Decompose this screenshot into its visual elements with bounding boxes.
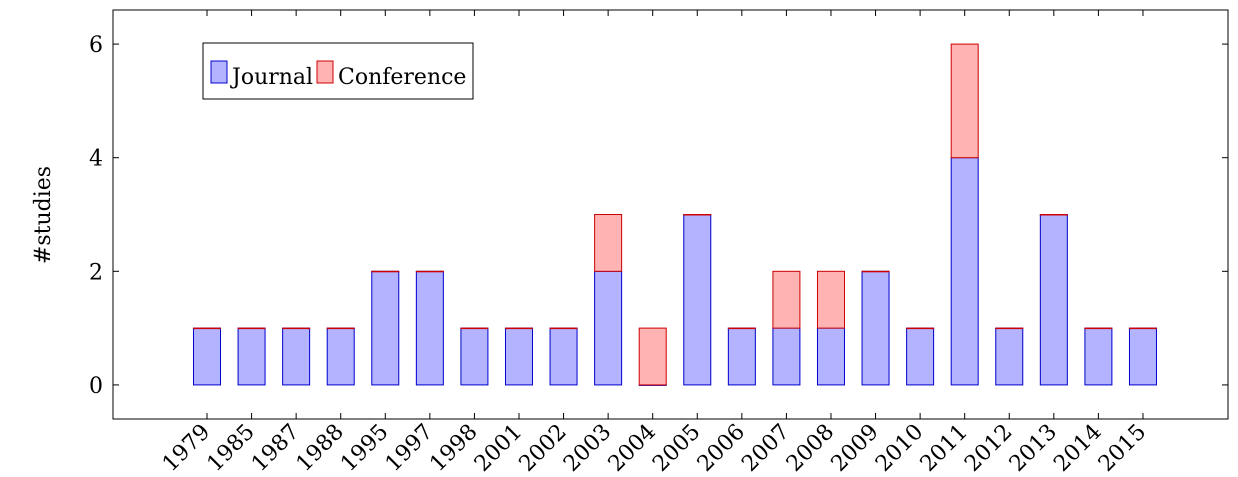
x-tick-label: 1987 bbox=[247, 420, 304, 477]
bar-conference-2001 bbox=[504, 327, 533, 330]
bar-journal-2012 bbox=[995, 327, 1024, 386]
bar-journal-2006 bbox=[727, 327, 756, 386]
y-tick-label: 6 bbox=[89, 33, 103, 58]
bar-journal-2005 bbox=[683, 214, 712, 386]
bar-journal-2013 bbox=[1039, 214, 1068, 386]
legend-label-conference: Conference bbox=[338, 65, 466, 90]
bar-conference-1988 bbox=[326, 327, 355, 330]
bar-conference-2008 bbox=[816, 270, 845, 329]
x-tick-label: 2002 bbox=[515, 420, 572, 477]
bar-journal-2011 bbox=[950, 157, 979, 386]
x-tick-label: 2011 bbox=[916, 420, 973, 477]
bar-conference-2013 bbox=[1039, 214, 1068, 216]
bar-conference-2015 bbox=[1128, 327, 1157, 330]
bar-conference-1995 bbox=[371, 270, 400, 273]
x-tick-label: 1985 bbox=[203, 420, 260, 477]
bar-journal-2014 bbox=[1084, 327, 1113, 386]
y-tick-label: 2 bbox=[89, 260, 103, 285]
bar-journal-2001 bbox=[504, 327, 533, 386]
x-tick-label: 1997 bbox=[381, 420, 438, 477]
bar-conference-1987 bbox=[282, 327, 311, 330]
legend-label-journal: Journal bbox=[230, 65, 313, 90]
bar-journal-2008 bbox=[816, 327, 845, 386]
bar-conference-2003 bbox=[594, 214, 623, 272]
bar-journal-2010 bbox=[906, 327, 935, 386]
legend-box bbox=[202, 42, 474, 100]
bar-journal-1998 bbox=[460, 327, 489, 386]
bar-conference-2010 bbox=[906, 327, 935, 330]
x-tick-label: 2001 bbox=[470, 420, 527, 477]
x-tick-label: 1998 bbox=[425, 420, 482, 477]
bar-conference-2005 bbox=[683, 214, 712, 216]
bar-conference-2014 bbox=[1084, 327, 1113, 330]
bar-conference-1979 bbox=[193, 327, 221, 330]
x-tick-label: 2008 bbox=[782, 420, 839, 477]
bar-conference-1998 bbox=[460, 327, 489, 330]
x-tick-label: 2012 bbox=[960, 420, 1017, 477]
bar-conference-2002 bbox=[549, 327, 578, 330]
x-tick-label: 1979 bbox=[158, 420, 215, 477]
legend-swatch-conference bbox=[316, 60, 334, 84]
bar-journal-2007 bbox=[772, 327, 801, 386]
bar-conference-2012 bbox=[995, 327, 1024, 330]
x-tick-label: 2010 bbox=[871, 420, 928, 477]
bar-conference-2011 bbox=[950, 43, 979, 159]
bar-journal-1988 bbox=[326, 327, 355, 386]
bar-conference-2004 bbox=[638, 327, 667, 386]
x-tick-label: 2007 bbox=[737, 420, 794, 477]
x-tick-label: 1988 bbox=[292, 420, 349, 477]
bar-journal-2009 bbox=[861, 270, 890, 386]
bar-conference-1985 bbox=[237, 327, 266, 330]
bar-conference-2009 bbox=[861, 270, 890, 273]
x-tick-label: 2015 bbox=[1094, 420, 1151, 477]
y-tick-label: 0 bbox=[89, 374, 103, 399]
bar-conference-2007 bbox=[772, 270, 801, 329]
bar-journal-1985 bbox=[237, 327, 266, 386]
x-tick-label: 1995 bbox=[336, 420, 393, 477]
bar-journal-2003 bbox=[594, 270, 623, 386]
x-tick-label: 2006 bbox=[693, 420, 750, 477]
legend: Journal Conference bbox=[202, 42, 474, 100]
y-tick-label: 4 bbox=[89, 147, 103, 172]
x-tick-label: 2009 bbox=[827, 420, 884, 477]
bar-journal-1995 bbox=[371, 270, 400, 386]
legend-swatch-journal bbox=[210, 60, 228, 84]
bar-journal-1997 bbox=[415, 270, 444, 386]
bar-conference-1997 bbox=[415, 270, 444, 273]
y-axis-title: #studies bbox=[31, 166, 56, 264]
x-tick-label: 2014 bbox=[1049, 420, 1106, 477]
bar-conference-2006 bbox=[727, 327, 756, 330]
x-tick-label: 2004 bbox=[604, 420, 661, 477]
x-tick-label: 2005 bbox=[648, 420, 705, 477]
bar-journal-2002 bbox=[549, 327, 578, 386]
plot-frame bbox=[112, 9, 1229, 420]
x-tick-label: 2003 bbox=[559, 420, 616, 477]
bars-layer bbox=[193, 43, 1157, 386]
bar-journal-1979 bbox=[193, 327, 221, 386]
x-tick-label: 2013 bbox=[1005, 420, 1062, 477]
bar-journal-2015 bbox=[1128, 327, 1157, 386]
bar-journal-1987 bbox=[282, 327, 311, 386]
